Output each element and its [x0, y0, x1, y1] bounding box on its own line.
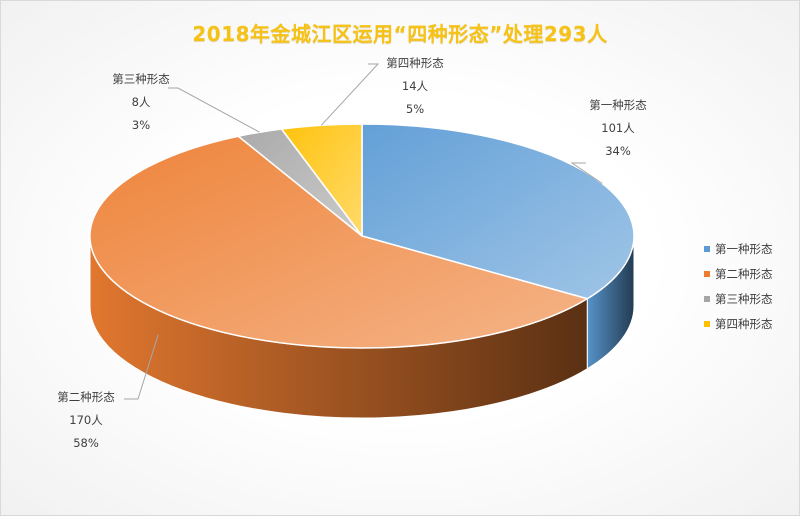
legend-item-3: 第三种形态	[704, 286, 773, 311]
legend-swatch	[704, 295, 710, 302]
data-label-name: 第二种形态	[57, 390, 115, 404]
legend: 第一种形态 第二种形态 第三种形态 第四种形态	[704, 236, 773, 336]
chart-title: 2018年金城江区运用“四种形态”处理293人	[192, 22, 608, 46]
data-label-value: 14人	[401, 79, 429, 93]
leader-line-3	[168, 87, 260, 133]
legend-label: 第一种形态	[715, 241, 773, 256]
data-label-name: 第一种形态	[589, 98, 647, 112]
legend-item-1: 第一种形态	[704, 236, 773, 261]
data-label-percent: 5%	[405, 102, 425, 116]
data-label-percent: 34%	[605, 144, 631, 158]
legend-label: 第三种形态	[715, 291, 773, 306]
legend-label: 第二种形态	[715, 266, 773, 281]
data-label-value: 8人	[131, 95, 151, 109]
data-label-slice-3: 第三种形态 8人 3%	[101, 68, 181, 137]
data-label-percent: 58%	[73, 436, 99, 450]
data-label-slice-4: 第四种形态 14人 5%	[375, 52, 455, 121]
data-label-name: 第三种形态	[112, 72, 170, 86]
pie-slice-2[interactable]	[89, 135, 588, 349]
legend-item-4: 第四种形态	[704, 311, 773, 336]
data-label-value: 170人	[69, 413, 103, 427]
legend-item-2: 第二种形态	[704, 261, 773, 286]
legend-swatch	[704, 245, 710, 252]
data-label-slice-1: 第一种形态 101人 34%	[578, 94, 658, 163]
data-label-slice-2: 第二种形态 170人 58%	[46, 386, 126, 455]
data-label-value: 101人	[601, 121, 635, 135]
legend-swatch	[704, 270, 710, 277]
legend-label: 第四种形态	[715, 316, 773, 331]
leader-line-4	[320, 63, 380, 126]
data-label-percent: 3%	[131, 118, 151, 132]
leader-line-1	[570, 162, 603, 184]
legend-swatch	[704, 320, 710, 327]
data-label-name: 第四种形态	[386, 56, 444, 70]
leader-line-2	[124, 334, 159, 400]
